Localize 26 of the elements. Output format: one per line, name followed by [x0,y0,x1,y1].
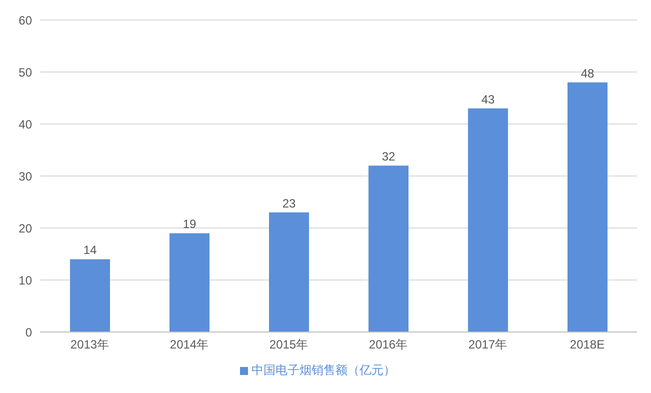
y-tick-label: 10 [18,273,32,288]
x-tick-label: 2015年 [269,338,308,352]
data-label: 43 [481,92,495,106]
bar [170,233,210,332]
x-tick-label: 2016年 [368,338,408,352]
y-tick-label: 20 [18,221,32,236]
data-label: 14 [83,243,97,258]
bar [269,212,309,332]
y-tick-label: 0 [25,325,32,340]
data-label: 32 [382,150,396,164]
data-label: 48 [580,66,594,80]
data-label: 19 [182,217,196,232]
x-tick-label: 2013年 [70,338,110,352]
y-tick-label: 40 [18,117,32,132]
y-tick-label: 60 [18,13,32,28]
x-tick-label: 2017年 [468,338,508,352]
bar [368,166,408,332]
bar [468,108,508,332]
bar [70,259,110,332]
bar [568,82,608,332]
x-tick-label: 2018E [570,338,605,352]
data-label: 23 [282,196,296,210]
y-tick-label: 50 [18,65,32,80]
legend-label: 中国电子烟销售额（亿元） [252,363,396,377]
x-tick-label: 2014年 [170,338,209,352]
y-tick-label: 30 [18,169,32,184]
